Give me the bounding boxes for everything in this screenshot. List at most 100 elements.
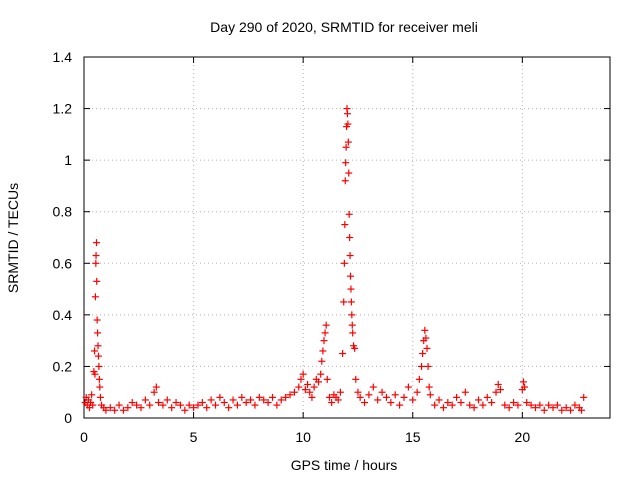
data-point: [94, 352, 102, 360]
data-point: [418, 362, 426, 370]
data-point: [133, 401, 141, 409]
data-point: [150, 388, 158, 396]
data-point: [523, 399, 531, 407]
x-tick-label: 10: [295, 429, 311, 445]
data-point: [207, 396, 215, 404]
data-point: [225, 404, 233, 412]
data-point: [155, 399, 163, 407]
data-point: [93, 316, 101, 324]
data-point: [185, 401, 193, 409]
data-point: [536, 401, 544, 409]
data-point: [255, 393, 263, 401]
data-point: [514, 401, 522, 409]
x-tick-label: 5: [190, 429, 198, 445]
data-point: [286, 391, 294, 399]
data-point: [89, 401, 97, 409]
data-point: [91, 347, 99, 355]
x-tick-label: 0: [80, 429, 88, 445]
data-point: [92, 252, 100, 260]
data-point: [345, 210, 353, 218]
data-point: [361, 399, 369, 407]
data-point: [96, 383, 104, 391]
data-point: [341, 177, 349, 185]
data-point: [423, 344, 431, 352]
data-point: [374, 396, 382, 404]
data-point: [531, 404, 539, 412]
data-point: [351, 344, 359, 352]
data-point: [229, 396, 237, 404]
data-point: [354, 388, 362, 396]
data-point: [424, 362, 432, 370]
data-point: [567, 406, 575, 414]
data-point: [323, 375, 331, 383]
data-point: [304, 380, 312, 388]
data-point: [277, 396, 285, 404]
data-point: [349, 329, 357, 337]
data-point: [92, 239, 100, 247]
data-series-srmtid: [81, 105, 588, 414]
data-point: [290, 388, 298, 396]
data-point: [320, 337, 328, 345]
data-point: [439, 404, 447, 412]
data-point: [496, 386, 504, 394]
data-point: [426, 391, 434, 399]
data-point: [571, 401, 579, 409]
x-axis-label: GPS time / hours: [291, 457, 398, 473]
data-point: [268, 393, 276, 401]
data-point: [545, 401, 553, 409]
data-point: [488, 399, 496, 407]
data-point: [342, 143, 350, 151]
chart-title: Day 290 of 2020, SRMTID for receiver mel…: [210, 19, 478, 35]
data-point: [247, 396, 255, 404]
data-point: [334, 396, 342, 404]
data-point: [119, 406, 127, 414]
data-point: [365, 391, 373, 399]
data-point: [168, 404, 176, 412]
data-point: [128, 399, 136, 407]
y-tick-label: 0.6: [53, 255, 73, 271]
y-tick-label: 0.8: [53, 204, 73, 220]
data-point: [88, 391, 96, 399]
data-point: [264, 399, 272, 407]
data-point: [260, 396, 268, 404]
data-point: [470, 404, 478, 412]
data-point: [387, 399, 395, 407]
data-point: [212, 401, 219, 409]
data-point: [95, 375, 103, 383]
data-point: [348, 311, 356, 319]
data-point: [310, 383, 318, 391]
data-point: [297, 375, 305, 383]
data-point: [391, 391, 399, 399]
data-point: [342, 159, 350, 167]
data-point: [152, 383, 160, 391]
data-point: [106, 404, 114, 412]
data-point: [422, 334, 430, 342]
data-point: [220, 399, 228, 407]
data-point: [203, 404, 211, 412]
data-point: [336, 388, 344, 396]
data-point: [315, 378, 323, 386]
data-point: [479, 401, 487, 409]
data-point: [345, 169, 353, 177]
data-point: [172, 399, 180, 407]
data-point: [400, 393, 408, 401]
data-point: [301, 386, 309, 394]
data-point: [505, 404, 513, 412]
data-point: [95, 362, 103, 370]
data-point: [159, 401, 167, 409]
data-point: [238, 393, 246, 401]
y-tick-label: 0.4: [53, 307, 73, 323]
data-point: [347, 285, 355, 293]
y-tick-label: 0.2: [53, 358, 73, 374]
data-point: [176, 401, 184, 409]
data-point: [346, 252, 354, 260]
data-point: [91, 293, 99, 301]
data-point: [190, 404, 198, 412]
plot-frame: [83, 56, 611, 419]
data-point: [295, 383, 303, 391]
y-tick-label: 1.2: [53, 101, 73, 117]
data-point: [404, 383, 412, 391]
data-point: [319, 347, 327, 355]
data-point: [91, 370, 99, 378]
